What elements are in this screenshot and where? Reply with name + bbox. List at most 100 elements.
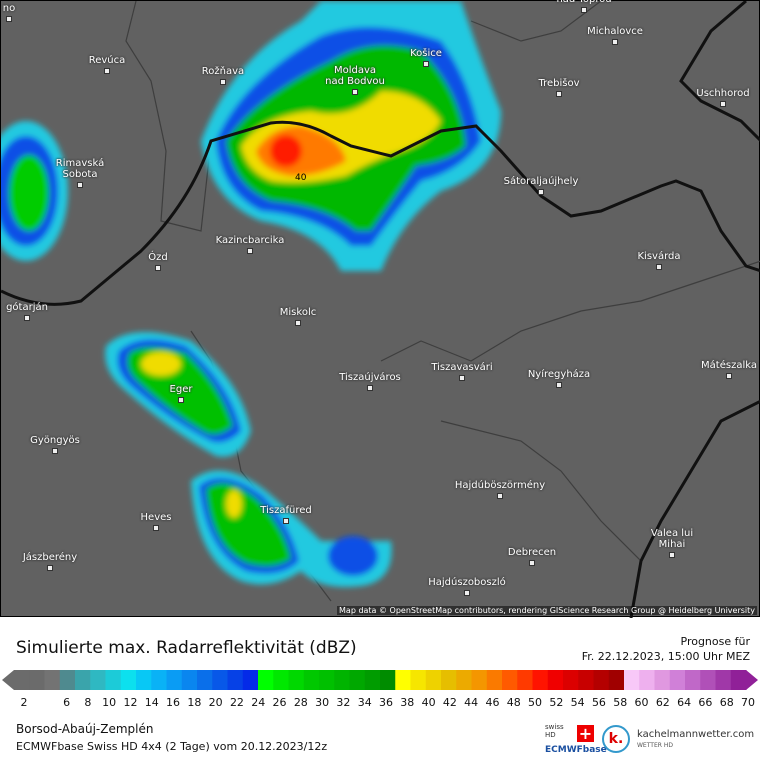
city-marker (720, 101, 726, 107)
colorbar-segment (654, 670, 671, 690)
chart-title: Simulierte max. Radarreflektivität (dBZ) (16, 638, 357, 658)
colorbar-segment (120, 670, 137, 690)
radar-echo-west (0, 121, 68, 261)
city-marker (153, 525, 159, 531)
city-label: gótarján (6, 302, 48, 313)
city-label: Kisvárda (637, 251, 681, 262)
colorbar-tick: 14 (144, 696, 159, 709)
region-name: Borsod-Abaúj-Zemplén (16, 722, 154, 736)
colorbar-segment (502, 670, 518, 690)
colorbar-segment (685, 670, 701, 690)
city-label: nad Topľou (556, 0, 611, 5)
ecmwf-logo: ECMWFbase (545, 745, 607, 755)
colorbar-tick: 44 (464, 696, 479, 709)
colorbar-tick: 32 (336, 696, 351, 709)
colorbar (2, 670, 758, 690)
colorbar-segment (410, 670, 427, 690)
colorbar-segment (563, 670, 579, 690)
city-marker (669, 552, 675, 558)
colorbar-tick: 48 (506, 696, 521, 709)
logos: swiss HD + ECMWFbase k. kachelmannwetter… (545, 723, 755, 758)
radar-echo-north (201, 1, 501, 271)
colorbar-segment (59, 670, 76, 690)
colorbar-segment (29, 670, 45, 690)
colorbar-segment (151, 670, 167, 690)
colorbar-tick: 56 (591, 696, 606, 709)
brand-name[interactable]: kachelmannwetter.com (637, 729, 755, 740)
colorbar-tick: 36 (379, 696, 393, 709)
city-label: Uschhorod (696, 88, 750, 99)
city-label: Hajdúszoboszló (428, 577, 506, 588)
colorbar-tick: 34 (357, 696, 372, 709)
colorbar-segment (715, 670, 732, 690)
colorbar-tick: 40 (421, 696, 436, 709)
colorbar-tick: 22 (229, 696, 244, 709)
colorbar-tick: 18 (187, 696, 202, 709)
city-label: Heves (140, 512, 172, 523)
colorbar-tick: 26 (272, 696, 287, 709)
colorbar-segment (700, 670, 716, 690)
colorbar-segment (136, 670, 152, 690)
colorbar-segment (486, 670, 503, 690)
colorbar-segment (334, 670, 350, 690)
city-marker (529, 560, 535, 566)
colorbar-tick: 20 (208, 696, 223, 709)
colorbar-tick: 70 (741, 696, 755, 709)
city-marker (459, 375, 465, 381)
city-marker (247, 248, 253, 254)
city-label: Tiszafüred (260, 505, 312, 516)
city-label: Gyöngyös (30, 435, 80, 446)
colorbar-tick: 62 (655, 696, 670, 709)
city-label: Eger (169, 384, 193, 395)
city-marker (283, 518, 289, 524)
colorbar-tick: 60 (634, 696, 649, 709)
colorbar-tick: 24 (251, 696, 266, 709)
city-marker (367, 385, 373, 391)
colorbar-segment (425, 670, 442, 690)
colorbar-segment (90, 670, 106, 690)
colorbar-segment (288, 670, 305, 690)
city-label: no (2, 3, 16, 14)
city-marker (581, 7, 587, 13)
city-marker (656, 264, 662, 270)
radar-map[interactable]: 40 no nad Topľou Michalovce Revúca Rožňava Ko… (0, 0, 760, 619)
city-marker (47, 565, 53, 571)
city-marker (726, 373, 732, 379)
colorbar-segment (273, 670, 289, 690)
city-marker (497, 493, 503, 499)
colorbar-segment (75, 670, 91, 690)
city-marker (220, 79, 226, 85)
map-attribution: Map data © OpenStreetMap contributors, r… (337, 606, 757, 615)
colorbar-segment (303, 670, 320, 690)
colorbar-tick: 52 (549, 696, 564, 709)
city-marker (423, 61, 429, 67)
swiss-hd-logo: swiss HD (545, 723, 564, 739)
colorbar-tick: 16 (166, 696, 181, 709)
city-label: Rožňava (201, 66, 245, 77)
contour-label: 40 (295, 173, 307, 183)
country-border-romania (629, 399, 760, 619)
city-marker (52, 448, 58, 454)
colorbar-tick: 42 (442, 696, 457, 709)
city-marker (24, 315, 30, 321)
colorbar-segment (532, 670, 549, 690)
city-label: Tiszavasvári (431, 362, 493, 373)
colorbar-tick: 12 (123, 696, 138, 709)
colorbar-segment (44, 670, 61, 690)
colorbar-tick: 50 (528, 696, 543, 709)
colorbar-segment (181, 670, 198, 690)
colorbar-tick: 68 (719, 696, 734, 709)
city-label: Ózd (148, 252, 168, 263)
colorbar-tick: 66 (698, 696, 713, 709)
city-label: Kazincbarcika (215, 235, 285, 246)
city-marker (104, 68, 110, 74)
city-marker (538, 189, 544, 195)
colorbar-segment (197, 670, 213, 690)
city-marker (178, 397, 184, 403)
colorbar-tick: 38 (400, 696, 415, 709)
country-border (0, 0, 760, 306)
city-marker (352, 89, 358, 95)
brand-sub: WETTER HD (637, 742, 673, 749)
model-info: ECMWFbase Swiss HD 4x4 (2 Tage) vom 20.1… (16, 740, 328, 753)
forecast-info: Prognose für Fr. 22.12.2023, 15:00 Uhr M… (582, 634, 750, 664)
